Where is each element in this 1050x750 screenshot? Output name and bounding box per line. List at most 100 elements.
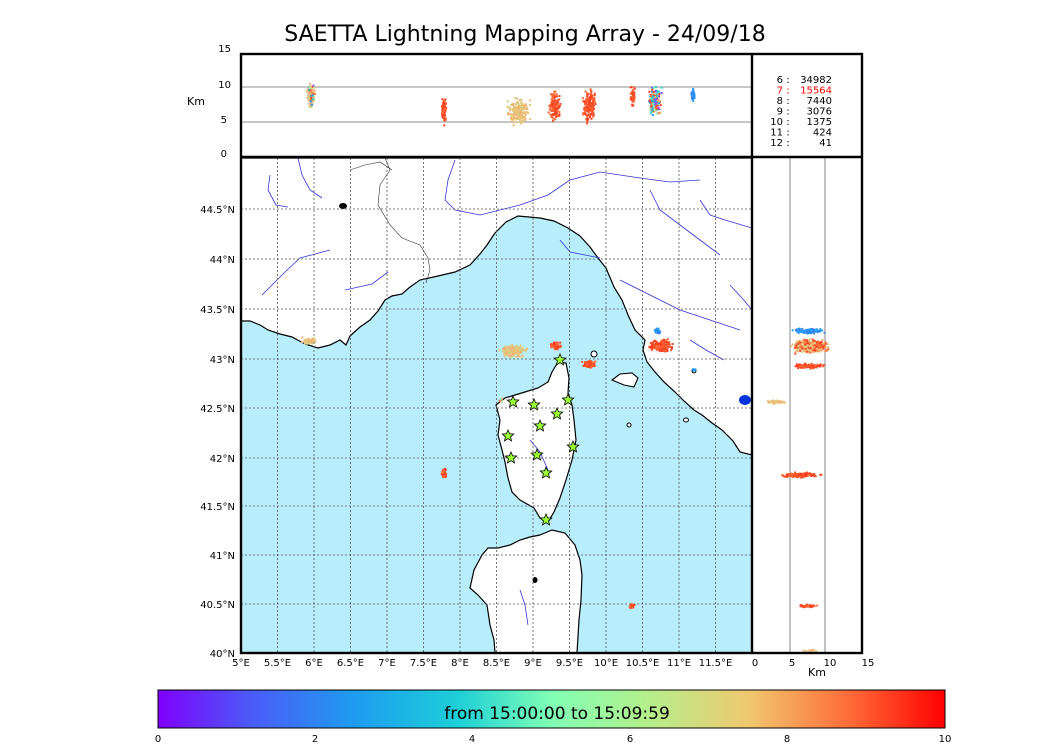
lightning-source-point [521,354,524,357]
lightning-source-point [772,399,774,402]
lightning-source-point [592,104,595,107]
lightning-source-point [514,97,517,100]
lightning-source-point [512,353,515,356]
lightning-source-point [633,99,636,102]
lightning-source-point [589,113,592,116]
lightning-source-point [442,99,445,102]
lightning-source-point [794,365,797,368]
lightning-source-point [445,473,448,476]
lightning-source-point [802,340,805,343]
lightning-source-point [553,95,556,98]
station-star-icon [550,406,564,420]
lightning-source-point [657,331,660,333]
lightning-source-point [650,347,653,350]
lightning-source-point [523,106,526,109]
lightning-source-point [443,475,446,477]
lightning-source-point [656,343,659,346]
lightning-source-point [811,330,814,333]
lightning-source-point [650,95,653,98]
lightning-source-point [801,327,804,330]
lightning-source-point [653,346,656,349]
lightning-source-point [632,86,635,88]
lightning-source-point [555,103,558,106]
lightning-source-point [651,346,654,349]
lightning-source-point [584,362,587,365]
altitude-longitude-panel [241,82,752,127]
lightning-source-point [654,92,657,95]
lightning-source-point [519,106,522,109]
lightning-source-point [524,119,527,122]
lightning-source-point [819,328,822,331]
lightning-source-point [444,102,447,105]
lightning-source-point [657,112,660,115]
lightning-source-point [795,342,798,345]
lightning-source-point [441,470,444,473]
lake-sardinia [532,577,538,583]
lightning-source-point [783,401,786,404]
lightning-source-point [796,346,799,349]
lightning-source-point [313,337,316,340]
lightning-source-point [442,111,445,114]
lightning-source-point [657,104,660,107]
lightning-source-point [805,365,808,368]
lightning-source-point [551,344,554,347]
lightning-source-point [823,344,826,347]
lightning-source-point [584,112,587,115]
lightning-source-point [660,339,663,342]
lightning-source-point [551,108,554,111]
lightning-source-point [803,330,806,333]
lightning-source-point [309,82,312,85]
map-grid [241,158,752,653]
station-number: 9 [777,107,783,118]
longitude-tick-label: 8.5°E [483,658,510,669]
lightning-source-point [506,105,509,108]
lightning-source-point [444,469,447,471]
lightning-source-point [581,360,584,363]
lightning-source-point [588,103,591,106]
lightning-source-point [806,330,809,333]
lightning-source-point [815,342,818,345]
lightning-source-point [629,96,632,99]
lightning-source-point [583,109,586,112]
lightning-source-point [827,348,830,351]
lightning-source-point [586,93,589,96]
lightning-source-point [510,353,513,356]
latitude-tick-label: 41°N [210,551,235,562]
lightning-source-point [555,114,558,117]
lightning-source-point [309,92,312,95]
station-number: 12 [770,138,783,149]
lightning-source-point [519,348,522,351]
lightning-source-point [803,474,806,477]
lightning-source-point [806,332,809,335]
lightning-source-point [789,474,792,477]
lightning-source-point [587,114,590,117]
lightning-source-point [796,345,799,348]
lightning-source-point [659,330,662,333]
lightning-source-point [802,330,805,332]
lightning-source-point [808,340,811,343]
lightning-source-point [308,103,311,105]
lightning-source-point [800,476,803,479]
lightning-source-point [443,105,446,108]
latitude-tick-label: 40.5°N [200,600,235,611]
lightning-source-point [797,327,800,330]
lightning-source-point [308,87,311,90]
lightning-source-point [797,367,800,370]
lightning-source-point [581,97,584,100]
lightning-source-point [591,108,594,111]
lightning-source-point [808,338,811,341]
longitude-tick-label: 9.5°E [556,658,583,669]
lightning-source-point [786,475,788,478]
lightning-source-point [652,95,655,98]
lightning-source-point [552,113,555,116]
longitude-tick-label: 8°E [451,658,469,669]
longitude-tick-label: 5.5°E [264,658,291,669]
lightning-source-point [499,398,502,401]
lightning-source-point [656,112,658,115]
latitude-tick-label: 43.5°N [200,305,235,316]
lake-bolsena [739,395,751,405]
lightning-source-point [809,474,812,477]
lightning-source-point [591,94,594,97]
lightning-source-point [812,345,815,348]
separator-colon: : [786,138,789,149]
